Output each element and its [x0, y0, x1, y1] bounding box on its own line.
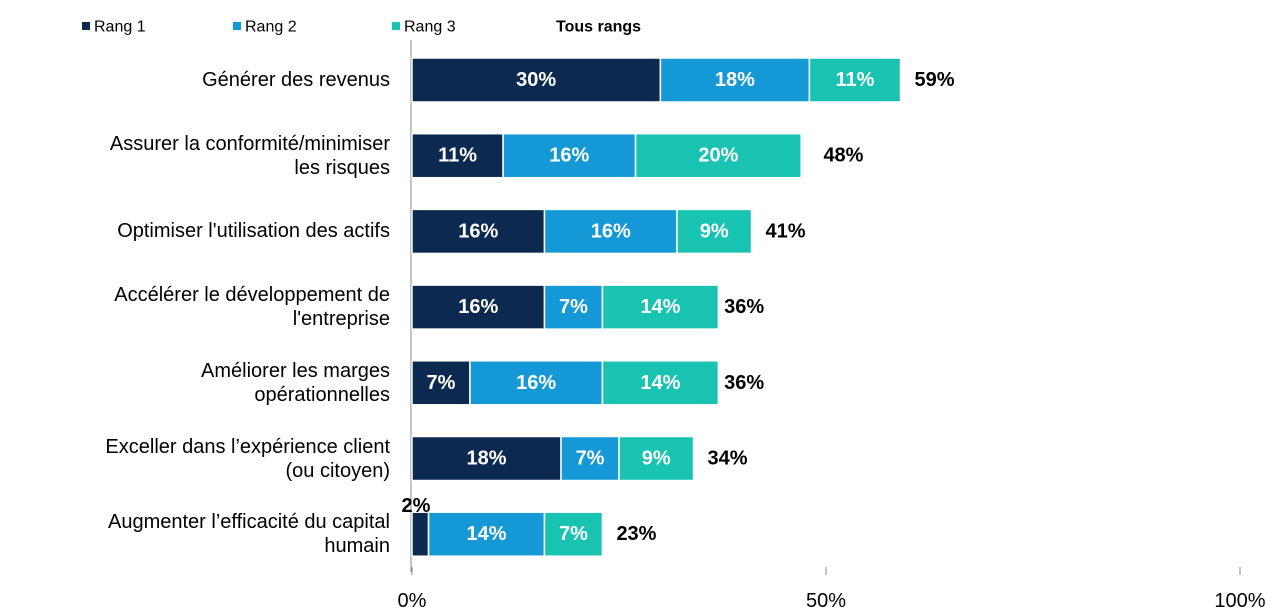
data-label: 14% [640, 296, 680, 318]
legend-label: Tous rangs [556, 19, 641, 36]
bar-segment [543, 284, 604, 330]
bar-segment [634, 132, 802, 179]
data-label: 16% [516, 372, 556, 394]
data-label: 7% [559, 296, 588, 318]
total-label: 41% [765, 220, 805, 242]
data-label: 2% [402, 495, 431, 517]
data-label: 14% [467, 523, 507, 545]
data-label: 14% [640, 372, 680, 394]
data-label: 16% [591, 220, 631, 242]
y-tick-label: Améliorer les marges opérationnelles [201, 359, 390, 406]
legend-label: Rang 3 [404, 19, 456, 36]
bar-segment [411, 511, 430, 557]
data-label: 7% [576, 448, 605, 470]
data-label: 7% [559, 523, 588, 545]
bar-segment [543, 511, 604, 557]
bar-segment [659, 57, 811, 103]
data-label: 18% [467, 448, 507, 470]
legend-label: Rang 2 [245, 19, 297, 36]
bar-segment [411, 435, 562, 482]
total-label: 59% [915, 69, 955, 91]
x-tick-label: 0% [398, 590, 427, 612]
total-label: 36% [724, 372, 764, 394]
data-label: 16% [549, 145, 589, 167]
legend-label: Rang 1 [94, 19, 146, 36]
y-tick-label: Optimiser l'utilisation des actifs [117, 220, 390, 243]
y-tick-label: Augmenter l’efficacité du capital humain [107, 511, 390, 558]
total-label: 48% [823, 145, 863, 167]
data-label: 11% [836, 69, 875, 91]
y-tick-label: Accélérer le développement de l'entrepri… [114, 284, 390, 331]
total-label: 34% [708, 448, 748, 470]
bar-segment [560, 435, 620, 482]
data-label: 7% [427, 372, 456, 394]
data-label: 16% [458, 296, 498, 318]
bar-segment [618, 435, 695, 482]
total-label: 23% [616, 523, 656, 545]
bar-segment [808, 57, 902, 103]
legend-swatch [392, 22, 400, 30]
x-tick-label: 50% [806, 590, 846, 612]
x-tick-label: 100% [1214, 590, 1265, 612]
bar-segment [411, 208, 546, 255]
data-label: 11% [438, 145, 477, 167]
bar-segment [601, 360, 720, 406]
bar-segment [469, 360, 604, 406]
data-label: 30% [516, 69, 556, 91]
bar-segment [427, 511, 546, 557]
y-tick-label: Générer des revenus [202, 69, 390, 91]
total-label: 36% [724, 296, 764, 318]
legend-swatch [233, 22, 241, 30]
data-label: 16% [458, 220, 498, 242]
bar-segment [676, 208, 753, 255]
legend-swatch [82, 22, 90, 30]
bar-segment [601, 284, 720, 330]
bar-segment [543, 208, 678, 255]
data-label: 9% [642, 448, 671, 470]
data-label: 9% [700, 220, 729, 242]
y-tick-label: Exceller dans l’expérience client (ou ci… [105, 435, 390, 482]
y-tick-label: Assurer la conformité/minimiser les risq… [109, 132, 390, 179]
bar-segment [411, 360, 471, 406]
data-label: 20% [698, 145, 738, 167]
data-label: 18% [715, 69, 755, 91]
bar-segment [411, 132, 504, 179]
